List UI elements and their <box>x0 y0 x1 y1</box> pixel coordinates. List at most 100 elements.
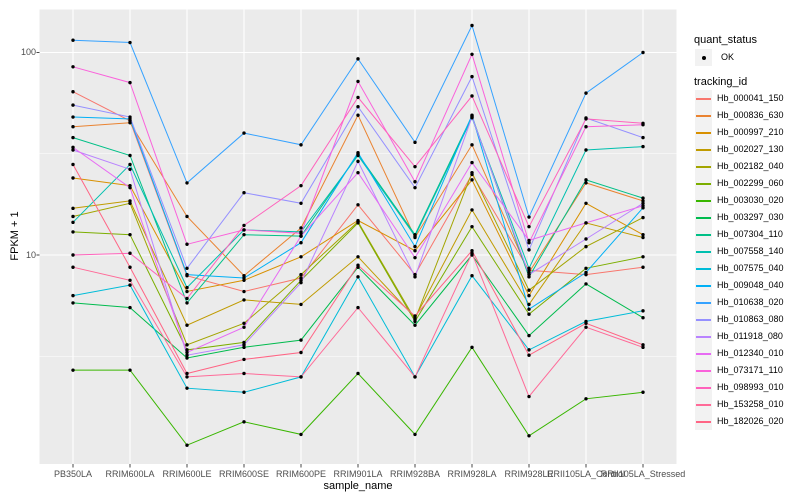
data-point <box>527 293 531 298</box>
data-point <box>413 180 417 184</box>
legend-key-line <box>696 352 711 355</box>
data-point <box>185 323 189 327</box>
data-point <box>470 249 474 253</box>
line-swatch-icon <box>695 328 712 345</box>
data-point <box>641 50 645 55</box>
data-point <box>641 345 645 350</box>
data-point <box>641 196 645 200</box>
line-swatch-icon <box>695 260 712 277</box>
data-point <box>71 206 75 211</box>
data-point <box>413 249 417 253</box>
data-point <box>71 38 75 42</box>
data-point <box>584 282 588 286</box>
data-point <box>413 375 417 379</box>
data-point <box>356 305 360 310</box>
data-point <box>128 153 132 158</box>
legend-label: Hb_182026_020 <box>717 416 784 426</box>
data-point <box>71 253 75 257</box>
x-tick-label: RRIM928LA <box>447 469 497 479</box>
data-point <box>299 302 303 307</box>
data-point <box>71 220 75 225</box>
x-tick-label: RRII105LA_Stressed <box>600 469 686 479</box>
data-point <box>128 265 132 269</box>
data-point <box>584 325 588 329</box>
legend-key-line <box>696 284 711 287</box>
data-point <box>584 266 588 270</box>
x-tick-label: RRIM901LA <box>333 469 383 479</box>
data-point <box>584 125 588 129</box>
line-swatch-icon <box>695 175 712 192</box>
data-point <box>128 283 132 287</box>
data-point <box>185 375 189 379</box>
legend-label: Hb_007575_040 <box>717 263 784 273</box>
data-point <box>641 255 645 259</box>
data-point <box>185 181 189 185</box>
data-point <box>641 215 645 220</box>
data-point <box>299 255 303 259</box>
data-point <box>527 288 531 292</box>
line-swatch-icon <box>695 226 712 243</box>
data-point <box>242 340 246 345</box>
line-swatch-icon <box>695 277 712 294</box>
data-point <box>128 199 132 203</box>
data-point <box>641 121 645 126</box>
data-point <box>470 274 474 278</box>
legend-label: Hb_010638_020 <box>717 297 784 307</box>
data-point <box>356 203 360 207</box>
data-point <box>470 170 474 175</box>
y-tick-label: 100 <box>20 47 36 57</box>
data-point <box>71 65 75 69</box>
data-point <box>242 343 246 347</box>
x-tick-label: RRII105LA_Control <box>546 469 626 479</box>
data-point <box>185 266 189 270</box>
data-point <box>185 443 189 447</box>
data-point <box>185 343 189 347</box>
data-point <box>413 319 417 324</box>
data-point <box>299 241 303 245</box>
data-point <box>299 143 303 147</box>
line-swatch-icon <box>695 141 712 158</box>
data-point <box>299 183 303 188</box>
data-point <box>527 394 531 399</box>
data-point <box>641 265 645 269</box>
data-point <box>242 289 246 294</box>
data-point <box>128 305 132 310</box>
data-point <box>470 143 474 147</box>
legend-key-line <box>696 233 711 236</box>
data-point <box>71 162 75 167</box>
legend-key-line <box>696 318 711 321</box>
x-tick-label: RRIM928LE <box>504 469 554 479</box>
legend-title-tracking-id: tracking_id <box>694 76 748 88</box>
data-point <box>470 94 474 98</box>
data-point <box>356 57 360 61</box>
data-point <box>185 285 189 290</box>
data-point <box>527 224 531 229</box>
data-point <box>584 117 588 121</box>
legend-label: Hb_000997_210 <box>717 127 784 137</box>
x-tick-label: RRIM600LE <box>162 469 212 479</box>
data-point <box>185 272 189 277</box>
data-point <box>470 115 474 119</box>
legend-label-ok: OK <box>721 52 735 62</box>
data-point <box>470 224 474 229</box>
data-point <box>413 275 417 279</box>
data-point <box>413 244 417 249</box>
line-swatch-icon <box>695 379 712 396</box>
data-point <box>641 343 645 347</box>
data-point <box>185 353 189 357</box>
data-point <box>641 232 645 237</box>
legend-label: Hb_012340_010 <box>717 348 784 358</box>
data-point <box>299 272 303 277</box>
line-swatch-icon <box>695 362 712 379</box>
legend-label: Hb_000041_150 <box>717 93 784 103</box>
data-point <box>299 278 303 283</box>
line-swatch-icon <box>695 107 712 124</box>
line-swatch-icon <box>695 345 712 362</box>
legend-label: Hb_010863_080 <box>717 314 784 324</box>
legend-label: Hb_098993_010 <box>717 382 784 392</box>
data-point <box>128 115 132 119</box>
line-swatch-icon <box>695 209 712 226</box>
data-point <box>242 276 246 280</box>
legend-label: Hb_007304_110 <box>717 229 783 239</box>
legend-label: Hb_002182_040 <box>717 161 784 171</box>
